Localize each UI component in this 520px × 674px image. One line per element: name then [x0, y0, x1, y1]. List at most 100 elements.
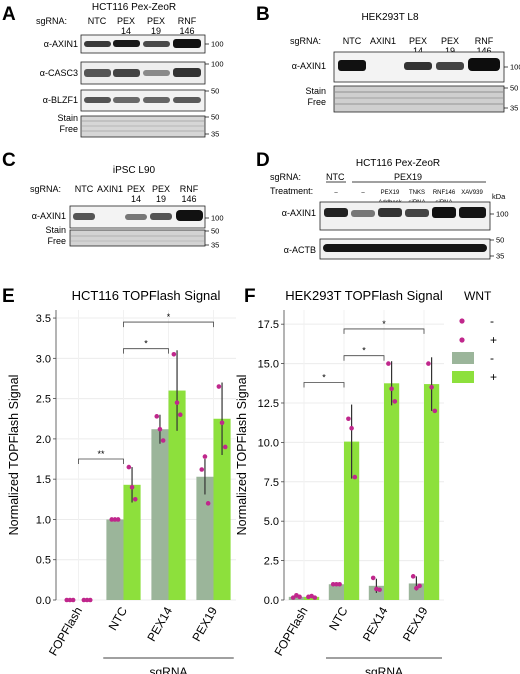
- kda-marker: 35: [211, 241, 219, 250]
- bar-+-PEX19: [213, 418, 231, 600]
- significance-label: *: [362, 346, 366, 356]
- data-point: [132, 497, 138, 502]
- row-label-0: α-AXIN1: [44, 39, 78, 49]
- sgrna-ntc-d: NTC: [326, 172, 345, 182]
- lane-label-0: NTC: [88, 16, 107, 26]
- data-point: [417, 583, 422, 589]
- data-point: [67, 597, 73, 603]
- lane-label-1: AXIN1: [370, 36, 396, 46]
- significance-bracket: [78, 458, 124, 465]
- data-point: [160, 438, 166, 443]
- data-point: [177, 412, 183, 418]
- data-point: [199, 467, 205, 472]
- lane-sublabel-3: 19: [445, 46, 455, 56]
- row-label-0: α-AXIN1: [282, 208, 316, 218]
- kda-marker: 100: [211, 214, 224, 223]
- x-category-label: NTC: [106, 604, 131, 633]
- kda-marker: 100: [211, 40, 224, 49]
- lane-label-1: AXIN1: [97, 184, 123, 194]
- legend-swatch-dot-plus: [459, 337, 465, 343]
- kda-marker: 50: [211, 87, 219, 96]
- data-point: [377, 587, 382, 593]
- x-axis-label: sgRNA: [365, 665, 403, 674]
- bar-+-FOPFlash: [304, 596, 320, 600]
- kda-marker: 100: [211, 60, 224, 69]
- data-point: [330, 581, 336, 587]
- data-point: [370, 575, 376, 581]
- significance-bracket: [343, 355, 385, 361]
- sgrna-label-d: sgRNA:: [270, 172, 301, 182]
- row-label-1-b: Free: [307, 97, 326, 107]
- bar---PEX14: [151, 429, 169, 600]
- y-tick-label: 0.0: [36, 595, 51, 607]
- chart-title: HCT116 TOPFlash Signal: [72, 288, 221, 303]
- data-point: [216, 384, 222, 389]
- blot-stainfree-c: [69, 229, 206, 247]
- lane-label-0: NTC: [343, 36, 362, 46]
- panel-letter-f: F: [244, 286, 256, 307]
- bar-+-PEX14: [384, 383, 400, 600]
- lane-label-0: NTC: [75, 184, 94, 194]
- lane-label-1: –: [361, 190, 365, 196]
- kda-label-d: kDa: [492, 192, 506, 201]
- data-point: [410, 574, 416, 579]
- legend-swatch-bar-plus: [452, 371, 474, 383]
- panel-letter-e: E: [2, 286, 15, 307]
- lane-sublabel-3: 19: [156, 194, 166, 204]
- kda-marker: 35: [211, 130, 219, 139]
- bar---NTC: [106, 519, 124, 600]
- lane-label-2: PEX: [409, 36, 427, 46]
- lane-sublabel-2: 19: [151, 26, 161, 36]
- bar-+-PEX14: [168, 390, 186, 600]
- y-tick-label: 2.5: [36, 394, 51, 406]
- row-label-3-b: Free: [59, 124, 78, 134]
- y-tick-label: 2.0: [36, 434, 51, 446]
- x-category-label: PEX19: [189, 604, 220, 644]
- kda-marker: 50: [211, 227, 219, 236]
- lane-label-1: PEX: [117, 16, 135, 26]
- y-tick-label: 3.5: [36, 313, 51, 325]
- significance-bracket: [123, 348, 169, 354]
- blot-stainfree-b: [333, 85, 505, 113]
- chart-f: 0.0 2.5 5.0 7.5 10.0 12.5 15.0 17.5 * * * HEK293T T…: [235, 288, 444, 674]
- bar---PEX19: [196, 476, 214, 600]
- blot-blzf1-a: [80, 89, 206, 112]
- row-label-1: Stain: [45, 225, 66, 235]
- legend-title: WNT: [464, 289, 492, 303]
- lane-sublabel-4: 146: [476, 46, 491, 56]
- sgrna-pex19-d: PEX19: [394, 172, 422, 182]
- y-tick-label: 12.5: [258, 398, 279, 410]
- bar---FOPFlash: [288, 596, 304, 600]
- lane-label-2: PEX19: [381, 190, 400, 196]
- data-point: [115, 517, 121, 522]
- data-point: [64, 597, 70, 603]
- bar---NTC: [328, 584, 344, 600]
- data-point: [70, 597, 76, 603]
- lane-label-4: RNF: [180, 184, 199, 194]
- x-category-label: FOPFlash: [271, 605, 310, 659]
- panel-letter-d: D: [256, 150, 270, 171]
- panel-letter-a: A: [2, 4, 16, 25]
- chart-title: HEK293T TOPFlash Signal: [285, 288, 443, 303]
- data-point: [429, 384, 434, 390]
- significance-label: *: [167, 312, 171, 322]
- lane-sublabel-2: 14: [131, 194, 141, 204]
- data-point: [112, 517, 118, 522]
- data-point: [386, 361, 391, 366]
- x-axis-label: sgRNA: [149, 665, 187, 674]
- y-tick-label: 2.5: [264, 556, 279, 568]
- blot-title-b: HEK293T L8: [361, 12, 419, 23]
- data-point: [426, 361, 431, 366]
- data-point: [157, 426, 163, 432]
- data-point: [392, 399, 398, 404]
- lane-label-3: PEX: [441, 36, 459, 46]
- sgrna-label-b: sgRNA:: [290, 36, 321, 46]
- lane-label-4: RNF146: [433, 190, 456, 196]
- data-point: [312, 595, 318, 600]
- legend-swatch-bar-minus: [452, 352, 474, 364]
- y-tick-label: 17.5: [258, 319, 279, 331]
- kda-marker: 35: [496, 252, 504, 261]
